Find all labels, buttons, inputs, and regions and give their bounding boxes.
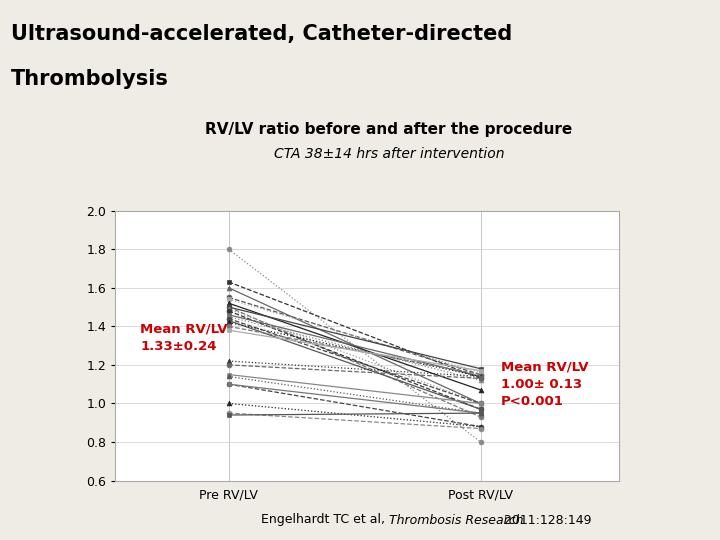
Text: Mean RV/LV
1.33±0.24: Mean RV/LV 1.33±0.24 [140, 323, 228, 353]
Text: CTA 38±14 hrs after intervention: CTA 38±14 hrs after intervention [274, 147, 504, 161]
Text: Mean RV/LV
1.00± 0.13
P<0.001: Mean RV/LV 1.00± 0.13 P<0.001 [501, 361, 588, 408]
Text: Thrombolysis: Thrombolysis [11, 69, 168, 89]
Text: Ultrasound-accelerated, Catheter-directed: Ultrasound-accelerated, Catheter-directe… [11, 24, 512, 44]
Text: RV/LV ratio before and after the procedure: RV/LV ratio before and after the procedu… [205, 122, 572, 137]
Text: Engelhardt TC et al,: Engelhardt TC et al, [261, 514, 389, 526]
Text: Thrombosis Research: Thrombosis Research [389, 514, 523, 526]
Text: 2011:128:149: 2011:128:149 [500, 514, 592, 526]
